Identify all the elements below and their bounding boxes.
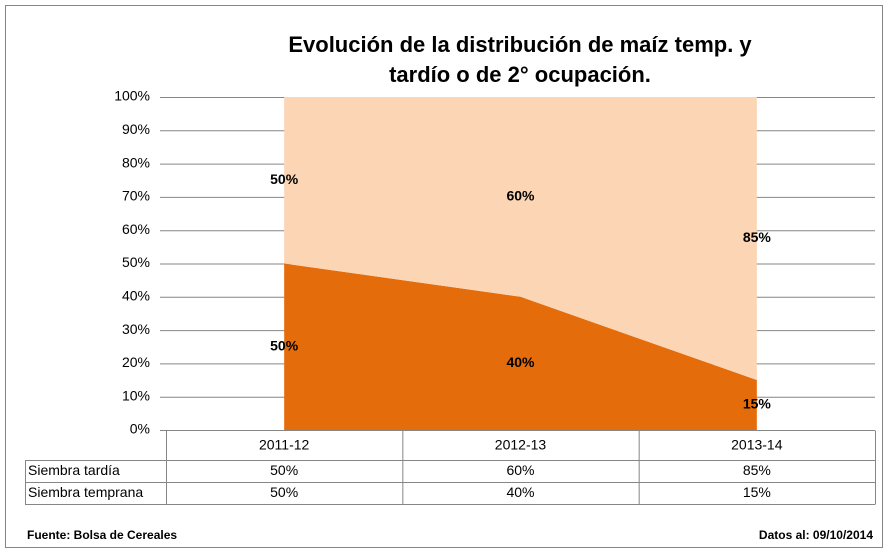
area <box>284 263 757 430</box>
table-cell: 85% <box>743 462 771 478</box>
y-tick-label: 10% <box>122 387 150 403</box>
y-tick-label: 70% <box>122 188 150 204</box>
y-tick-label: 80% <box>122 154 150 170</box>
y-tick-label: 60% <box>122 221 150 237</box>
table-cell: 50% <box>270 462 298 478</box>
area <box>284 97 757 381</box>
y-tick-label: 100% <box>114 88 150 104</box>
table-cell: 40% <box>506 484 534 500</box>
x-tick-label: 2012-13 <box>495 437 547 453</box>
source-note: Fuente: Bolsa de Cereales <box>27 528 177 542</box>
y-tick-label: 30% <box>122 321 150 337</box>
x-tick-label: 2011-12 <box>259 437 310 453</box>
table-cell: 50% <box>270 484 298 500</box>
data-label: 40% <box>506 354 535 370</box>
table-row-label: Siembra temprana <box>28 484 143 500</box>
y-tick-label: 50% <box>122 254 150 270</box>
y-tick-label: 90% <box>122 121 150 137</box>
data-label: 50% <box>270 171 299 187</box>
data-label: 60% <box>506 188 535 204</box>
data-label: 85% <box>743 229 772 245</box>
data-label: 15% <box>743 396 772 412</box>
table-cell: 15% <box>743 484 771 500</box>
y-tick-label: 0% <box>130 421 150 437</box>
y-tick-label: 40% <box>122 288 150 304</box>
data-label: 50% <box>270 337 299 353</box>
x-tick-label: 2013-14 <box>731 437 783 453</box>
y-tick-label: 20% <box>122 354 150 370</box>
table-row-label: Siembra tardía <box>28 462 120 478</box>
table-cell: 60% <box>506 462 534 478</box>
date-note: Datos al: 09/10/2014 <box>759 528 873 542</box>
chart-title: Evolución de la distribución de maíz tem… <box>288 32 752 57</box>
chart-title: tardío o de 2° ocupación. <box>389 62 651 87</box>
